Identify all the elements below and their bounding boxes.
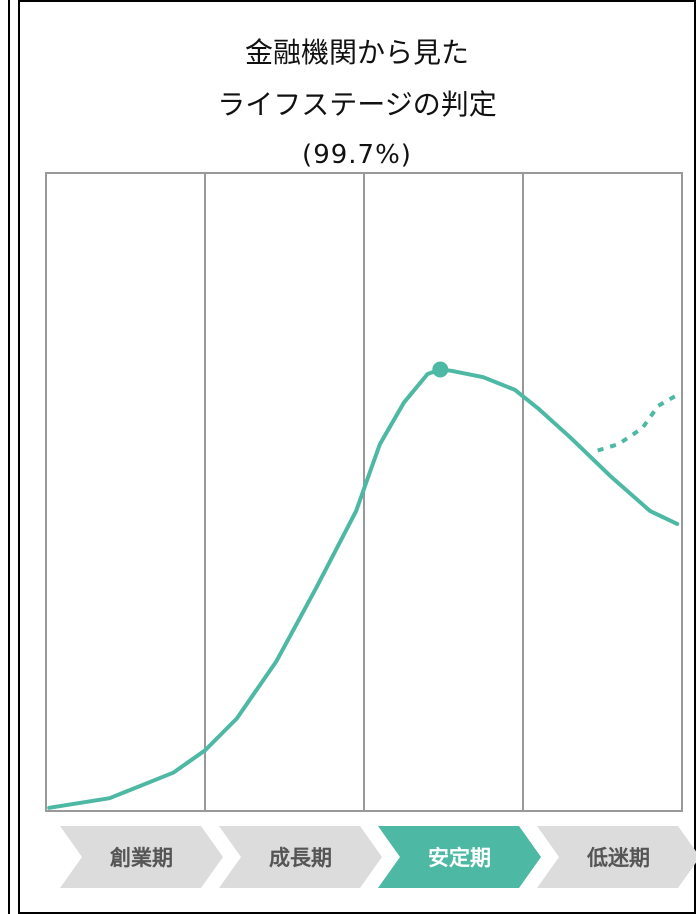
stage-label-1: 創業期 [110, 846, 173, 870]
life-stage-panel: 金融機関から見た ライフステージの判定 (99.7%) [18, 0, 696, 914]
chart-title-line1: 金融機関から見た [244, 36, 469, 69]
stage-arrow-1 [60, 826, 223, 888]
growth-curve-line [47, 367, 680, 810]
projection-line [597, 393, 679, 453]
stage-label-2: 成長期 [269, 846, 332, 870]
stage-arrow-3 [378, 826, 541, 888]
stage-arrow-4 [537, 826, 696, 888]
confidence-label: (99.7%) [302, 140, 412, 170]
stage-label-3: 安定期 [428, 846, 491, 870]
current-position-marker [432, 361, 449, 378]
left-border [0, 0, 10, 914]
stage-label-4: 低迷期 [586, 846, 650, 870]
stage-arrow-2 [219, 826, 382, 888]
chart-title-line2: ライフステージの判定 [217, 88, 497, 121]
